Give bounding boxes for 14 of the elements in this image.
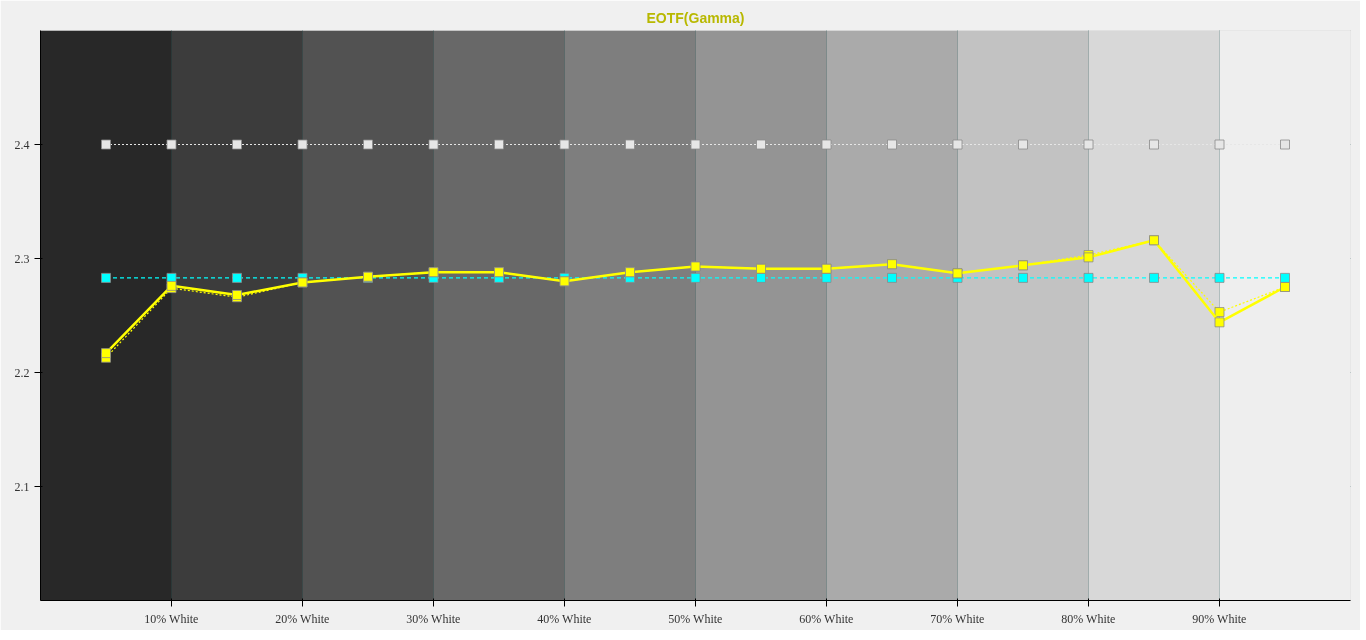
- x-tick-label: 10% White: [144, 611, 199, 626]
- y-tick-label: 2.1: [14, 479, 30, 494]
- x-tick-label: 20% White: [275, 611, 330, 626]
- x-tick-label: 50% White: [668, 611, 723, 626]
- y-tick-label: 2.4: [14, 137, 30, 152]
- x-tick-label: 30% White: [406, 611, 461, 626]
- x-tick-label: 80% White: [1061, 611, 1116, 626]
- x-tick-label: 60% White: [799, 611, 854, 626]
- x-tick-label: 40% White: [537, 611, 592, 626]
- x-tick-label: 70% White: [930, 611, 985, 626]
- x-tick-label: 90% White: [1192, 611, 1247, 626]
- y-tick-label: 2.3: [14, 251, 30, 266]
- y-tick-label: 2.2: [14, 365, 30, 380]
- chart-title: EOTF(Gamma): [646, 9, 745, 26]
